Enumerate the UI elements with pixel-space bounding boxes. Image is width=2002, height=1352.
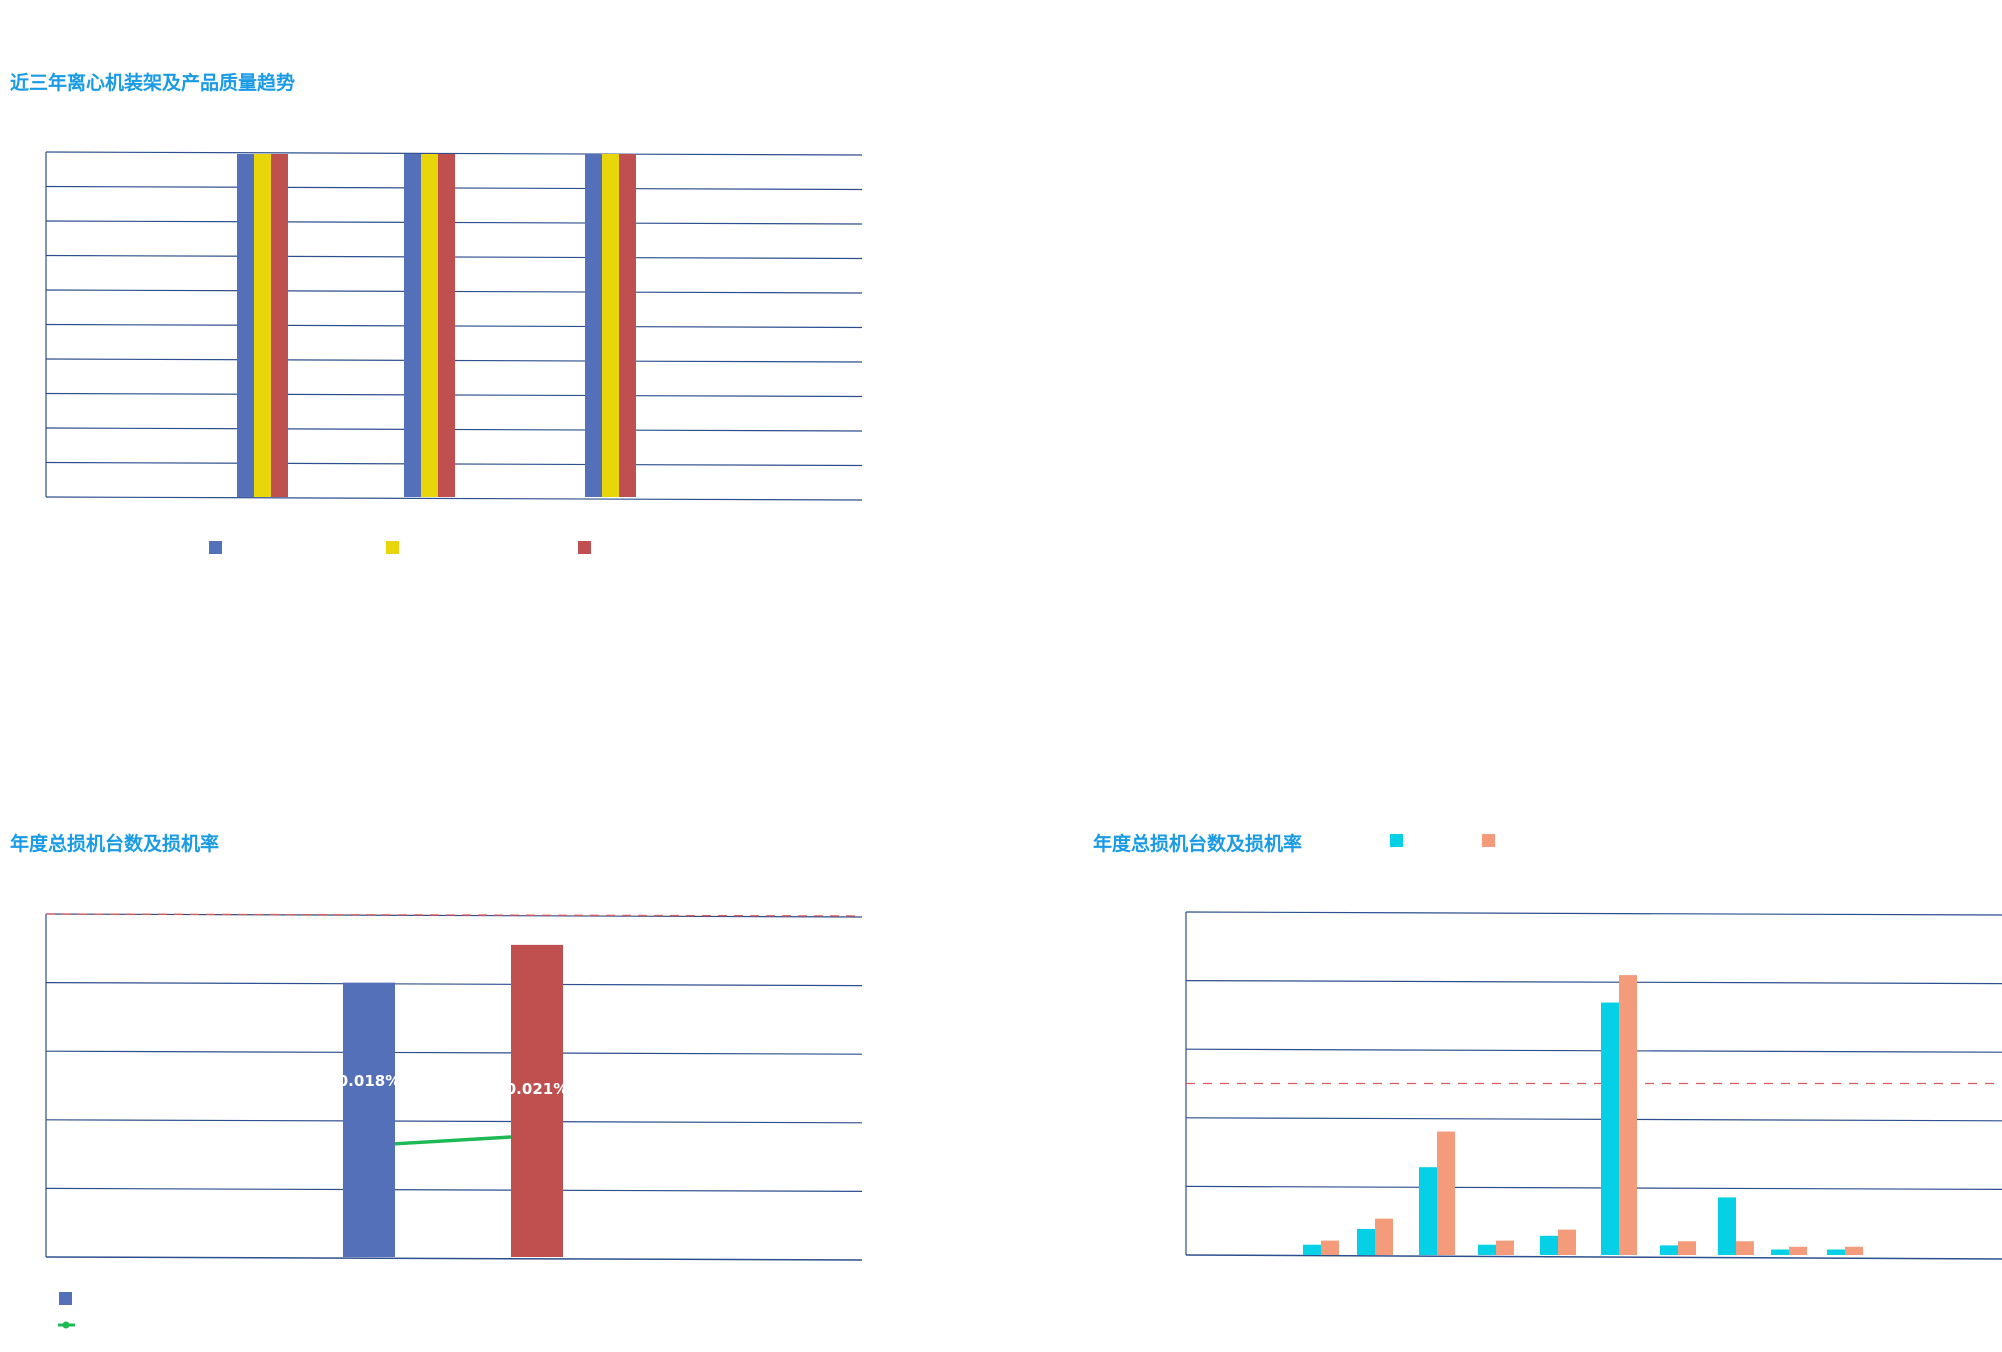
chart3-title: 年度总损机台数及损机率 [1093, 833, 1303, 855]
chart3-gridline [1185, 979, 2002, 985]
chart3-bar [1789, 1246, 1807, 1255]
chart2-gridline [45, 1187, 863, 1193]
chart1-bar [619, 154, 636, 497]
chart3-x-axis [1185, 1254, 2002, 1260]
chart2-bar [511, 944, 563, 1257]
chart3-bar [1678, 1241, 1696, 1255]
chart2-gridline [45, 981, 863, 987]
chart2-rate-line [394, 1135, 512, 1146]
chart3-bar [1321, 1240, 1339, 1255]
chart1-bar [271, 154, 288, 497]
chart1-bar [237, 154, 254, 497]
chart1-legend-swatch [209, 541, 222, 554]
chart1-gridline [45, 496, 863, 501]
chart1-bar [438, 154, 455, 497]
chart1-bar [602, 154, 619, 497]
chart3-bar [1375, 1218, 1393, 1255]
chart1-bar [421, 154, 438, 497]
chart2-gridline [45, 1119, 863, 1124]
chart3-bar [1660, 1245, 1678, 1255]
chart3-bar [1357, 1228, 1375, 1255]
chart2-data-label: 0.018% [338, 1072, 400, 1090]
chart3-bar [1419, 1167, 1437, 1255]
chart3-bar [1496, 1240, 1514, 1255]
chart3-bar [1478, 1244, 1496, 1255]
chart3-bar [1718, 1197, 1736, 1255]
chart3-bar [1303, 1244, 1321, 1255]
chart3-gridline [1185, 911, 2002, 916]
chart2-reference-line [45, 913, 863, 917]
chart3-bar [1558, 1229, 1576, 1255]
chart1-legend-swatch [386, 541, 399, 554]
chart3-bar [1827, 1249, 1845, 1255]
chart2-legend-swatch-bar [59, 1292, 72, 1305]
chart3-bar [1845, 1246, 1863, 1255]
chart2-gridline [45, 1050, 863, 1055]
chart3-gridline [1185, 1185, 2002, 1191]
chart2-title: 年度总损机台数及损机率 [10, 833, 220, 855]
chart3-bar [1771, 1249, 1789, 1255]
chart3-gridline [1185, 1117, 2002, 1122]
chart3-bar [1619, 975, 1637, 1255]
chart3-legend-swatch [1390, 834, 1403, 847]
chart2-x-axis [45, 1256, 863, 1261]
chart1-legend-swatch [578, 541, 591, 554]
chart3-bar [1540, 1235, 1558, 1255]
chart3-bar [1736, 1241, 1754, 1255]
chart3-gridline [1185, 1048, 2002, 1053]
chart3-bar [1437, 1131, 1455, 1255]
chart1-bar [254, 154, 271, 497]
chart2-bar [343, 982, 395, 1257]
chart2-legend-marker [62, 1321, 70, 1329]
chart1-title: 近三年离心机装架及产品质量趋势 [10, 72, 296, 94]
chart3-bar [1601, 1002, 1619, 1255]
chart1-bar [404, 154, 421, 497]
chart1-bar [585, 154, 602, 497]
chart2-data-label: 0.021% [506, 1080, 568, 1098]
chart1-gridline [45, 151, 863, 156]
chart3-legend-swatch [1482, 834, 1495, 847]
